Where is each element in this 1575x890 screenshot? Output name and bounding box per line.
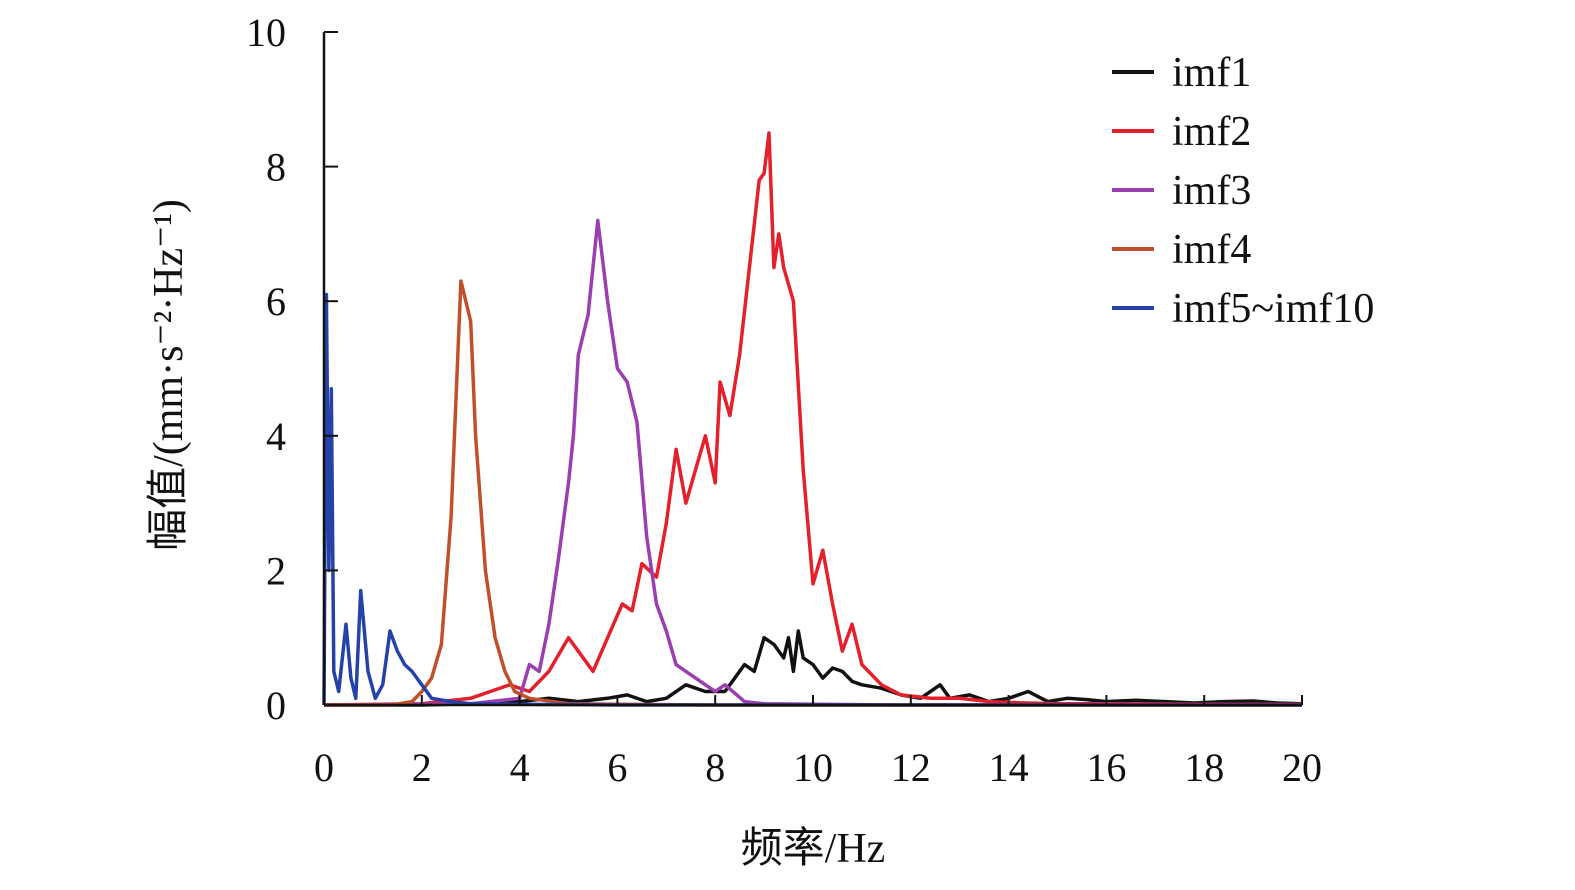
legend-label: imf3 [1172,168,1251,214]
series-line-1 [324,629,1303,707]
y-tick-label: 10 [246,10,286,55]
x-tick-label: 12 [891,745,931,790]
x-tick-label: 10 [793,745,833,790]
axes-layer [322,32,1302,707]
y-tick-label: 0 [266,683,286,728]
x-tick-label: 8 [705,745,725,790]
x-tick-label: 18 [1184,745,1224,790]
x-tick-label: 20 [1282,745,1322,790]
y-tick-label: 6 [266,279,286,324]
legend-label: imf2 [1172,109,1251,155]
ticks-layer: 0 2 4 6 8 10 12 14 16 18 20 0 2 4 6 8 10 [246,10,1322,790]
y-axis-title: 幅值/(mm·s⁻²·Hz⁻¹) [146,199,192,551]
series-line-5 [322,292,1302,707]
legend-label: imf5~imf10 [1172,286,1374,332]
x-tick-label: 14 [989,745,1029,790]
x-tick-label: 16 [1086,745,1126,790]
legend-label: imf4 [1172,227,1251,273]
x-axis-title: 频率/Hz [741,825,886,872]
series-line-2 [323,131,1302,707]
series-layer [322,131,1303,707]
y-tick-label: 8 [266,145,286,190]
x-tick-label: 4 [510,745,530,790]
series-line-4 [324,279,1302,707]
y-tick-label: 4 [266,414,286,459]
x-tick-label: 0 [314,745,334,790]
y-tick-label: 2 [266,548,286,593]
legend: imf1 imf2 imf3 imf4 imf5~imf10 [1112,50,1374,332]
x-tick-label: 2 [412,745,432,790]
x-tick-label: 6 [607,745,627,790]
series-line-3 [323,218,1302,707]
legend-label: imf1 [1172,50,1251,96]
